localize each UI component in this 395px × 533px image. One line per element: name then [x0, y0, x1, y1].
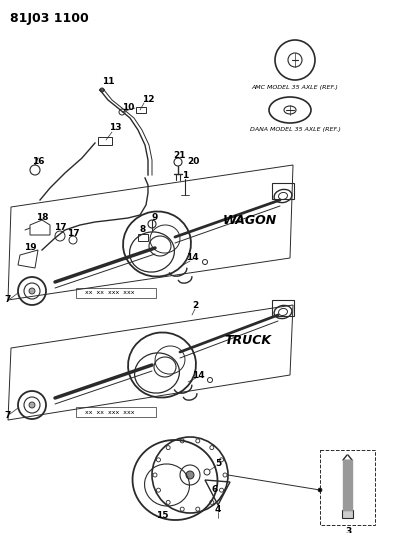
Text: 20: 20 [187, 157, 199, 166]
Text: 1: 1 [182, 171, 188, 180]
Text: 19: 19 [24, 244, 36, 253]
Bar [98, 137, 112, 145]
Circle shape [100, 88, 104, 92]
Bar [272, 183, 294, 199]
Circle shape [29, 288, 35, 294]
Text: 6: 6 [212, 486, 218, 495]
Text: 21: 21 [174, 150, 186, 159]
Bar [136, 107, 146, 113]
Text: 17: 17 [54, 223, 66, 232]
Text: DANA MODEL 35 AXLE (REF.): DANA MODEL 35 AXLE (REF.) [250, 127, 340, 133]
Text: TRUCK: TRUCK [224, 334, 271, 346]
Text: 10: 10 [122, 103, 134, 112]
Text: 5: 5 [215, 458, 221, 467]
Text: AMC MODEL 35 AXLE (REF.): AMC MODEL 35 AXLE (REF.) [252, 85, 339, 90]
Text: 12: 12 [142, 95, 154, 104]
Text: 15: 15 [156, 511, 168, 520]
Text: WAGON: WAGON [223, 214, 277, 227]
Bar [138, 234, 148, 241]
Text: 7: 7 [5, 410, 11, 419]
Circle shape [29, 402, 35, 408]
Text: 2: 2 [192, 301, 198, 310]
Text: 81J03 1100: 81J03 1100 [10, 12, 89, 25]
Text: xx  xx  xxx  xxx: xx xx xxx xxx [85, 290, 135, 295]
Text: 16: 16 [32, 157, 44, 166]
Text: 13: 13 [109, 124, 121, 133]
Text: 14: 14 [192, 372, 204, 381]
Bar [76, 407, 156, 417]
Text: 7: 7 [5, 295, 11, 304]
Text: 8: 8 [140, 225, 146, 235]
Text: 4: 4 [215, 505, 221, 514]
Circle shape [186, 471, 194, 479]
Text: 9: 9 [152, 214, 158, 222]
Bar [320, 450, 375, 525]
Polygon shape [343, 460, 352, 510]
Bar [76, 288, 156, 298]
Text: 14: 14 [186, 254, 198, 262]
Circle shape [318, 488, 322, 492]
Bar [272, 300, 294, 316]
Text: xx  xx  xxx  xxx: xx xx xxx xxx [85, 409, 135, 415]
Text: 18: 18 [36, 214, 48, 222]
Text: 17: 17 [67, 229, 79, 238]
Text: 11: 11 [102, 77, 114, 86]
Bar [342, 510, 353, 518]
Text: 3: 3 [345, 528, 351, 533]
